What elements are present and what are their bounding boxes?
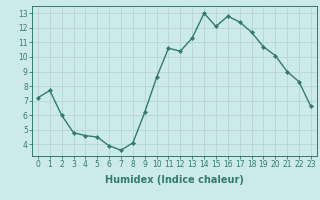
X-axis label: Humidex (Indice chaleur): Humidex (Indice chaleur): [105, 175, 244, 185]
